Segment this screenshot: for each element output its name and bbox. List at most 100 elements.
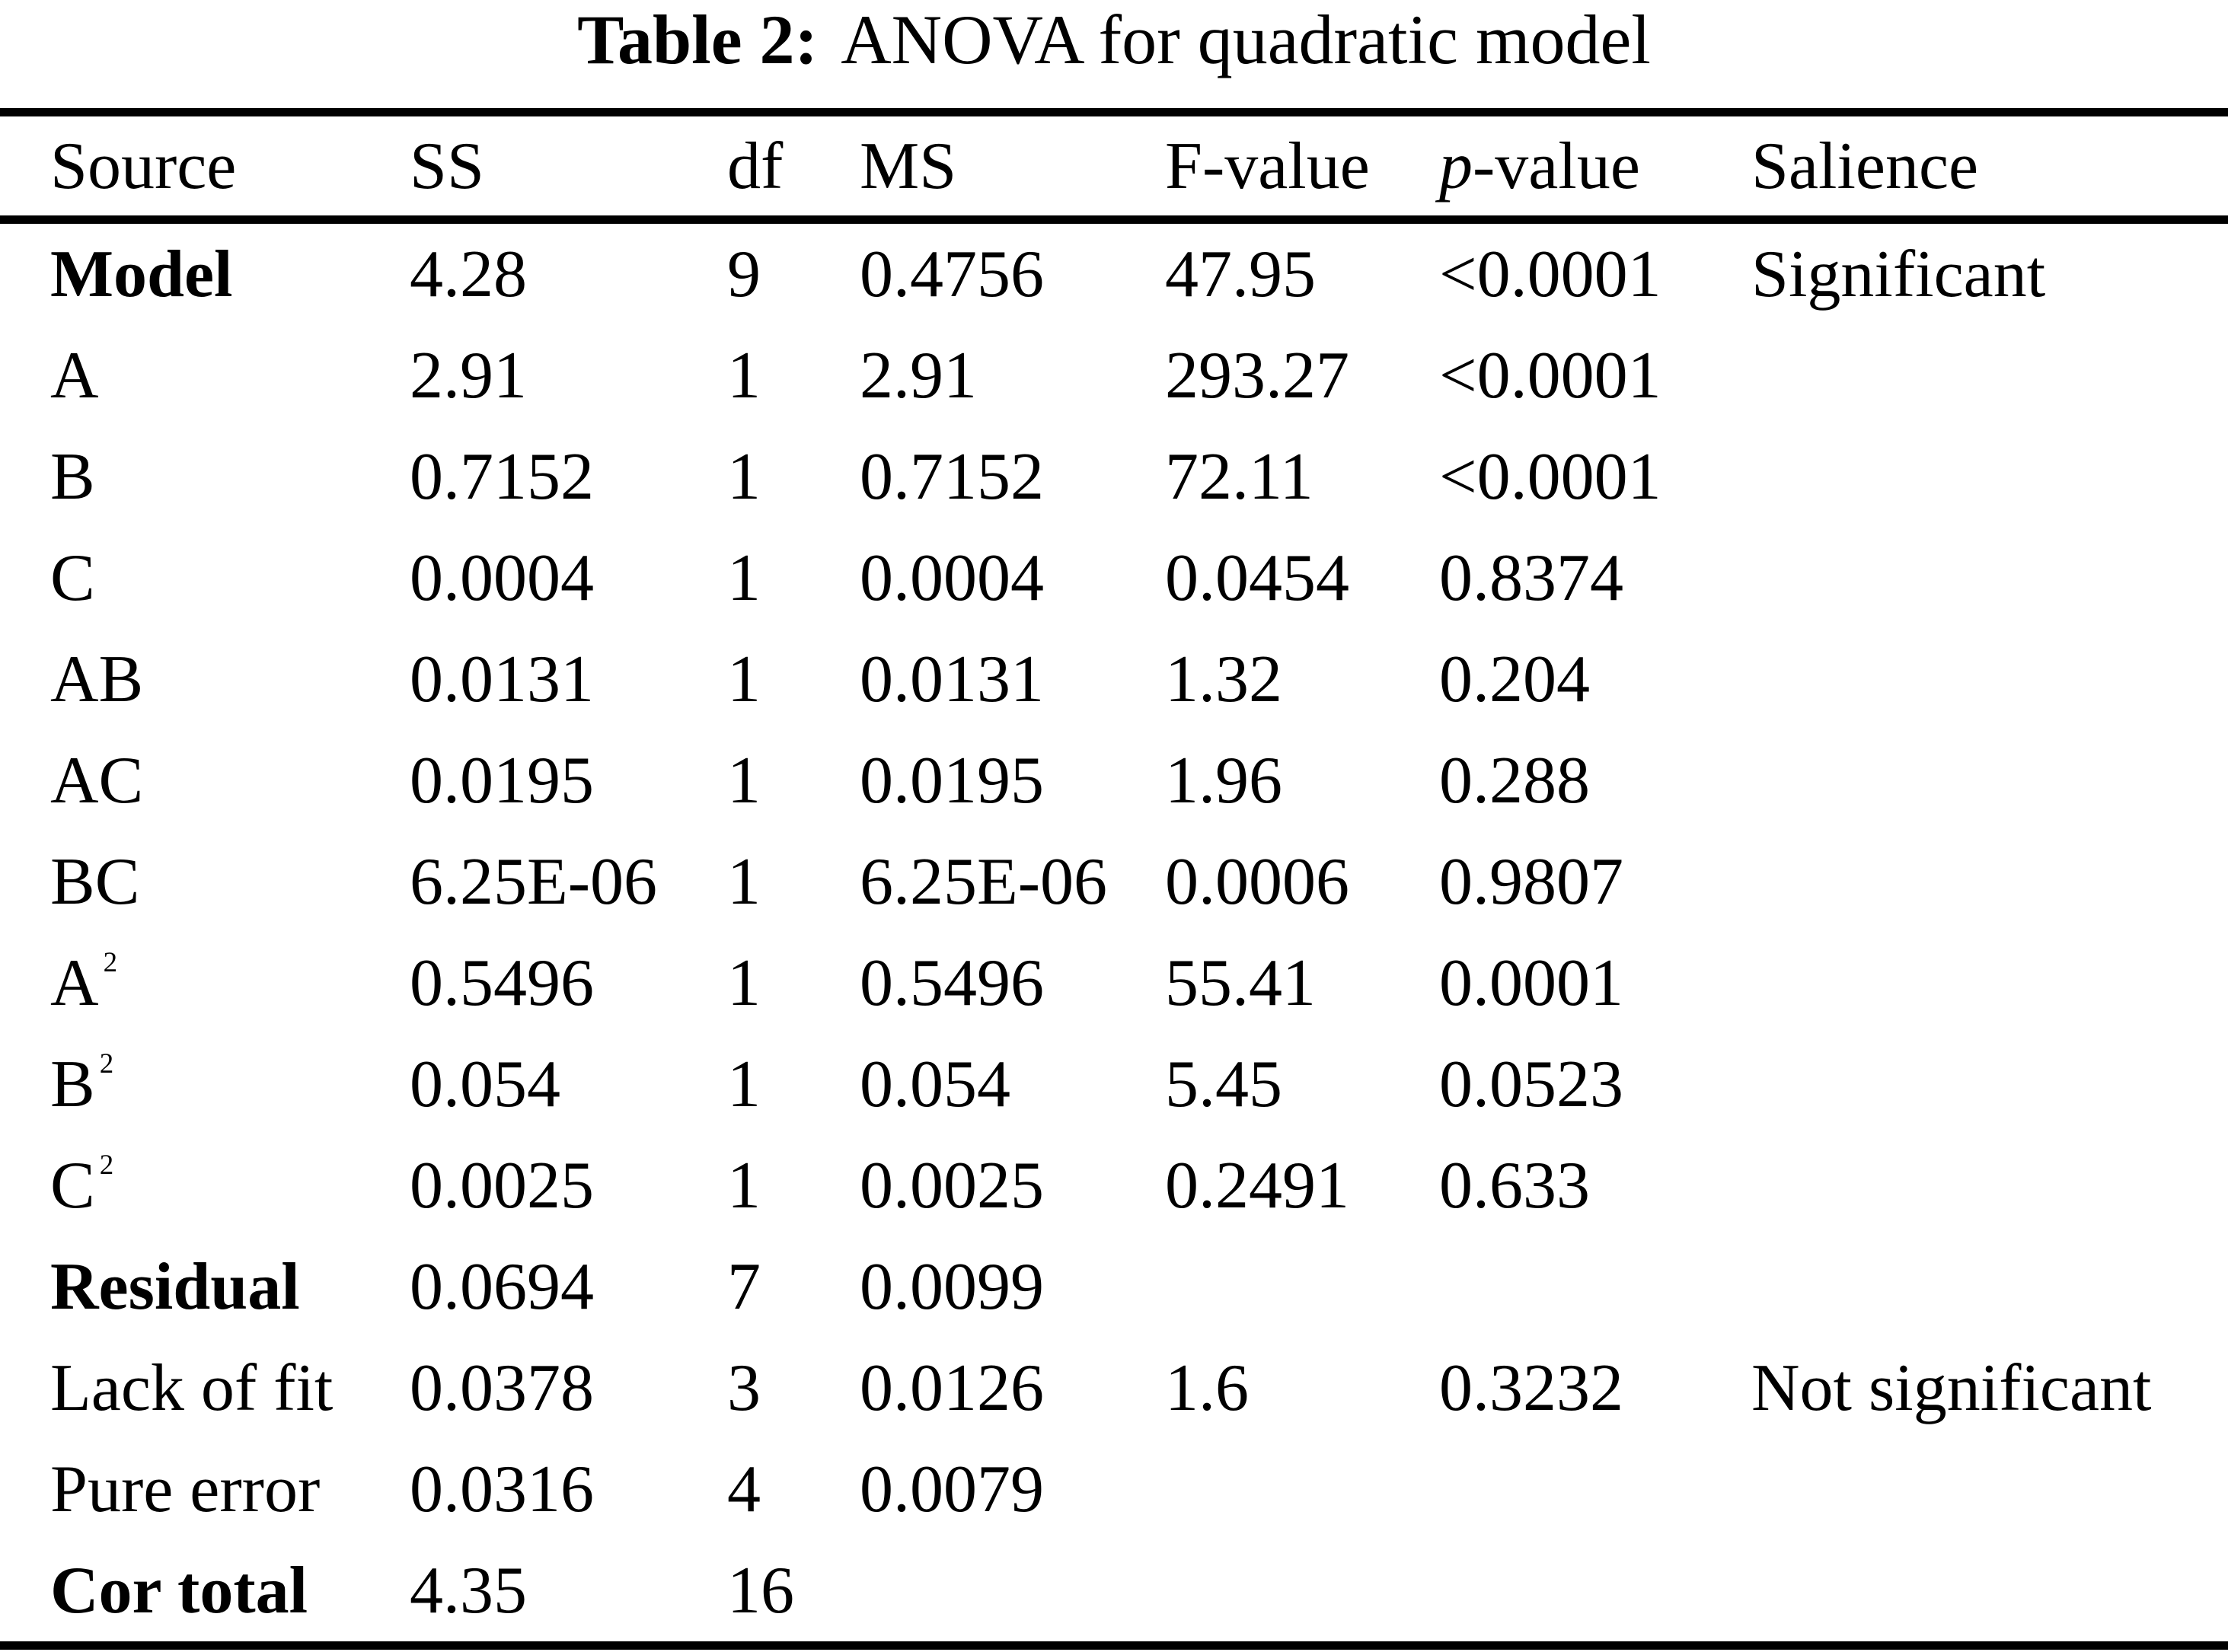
cell-source: Model: [50, 238, 233, 311]
cell-ms: 0.0004: [860, 541, 1044, 615]
cell-ss: 6.25E-06: [410, 845, 658, 919]
cell-salience: [1751, 426, 2228, 528]
cell-ss: 0.0131: [410, 643, 594, 716]
cell-p: 0.9807: [1439, 845, 1623, 919]
cell-p: 0.3232: [1439, 1351, 1623, 1425]
header-ms: MS: [860, 112, 1165, 224]
cell-salience: Not significant: [1751, 1351, 2152, 1425]
table-row: Residual 0.0694 7 0.0099: [0, 1236, 2228, 1338]
cell-df: 7: [727, 1250, 761, 1324]
header-source: Source: [0, 112, 410, 224]
cell-ss: 0.7152: [410, 440, 594, 514]
cell-source: BC: [50, 845, 140, 919]
header-f-value: F-value: [1165, 112, 1439, 224]
cell-f: 0.0006: [1165, 845, 1349, 919]
cell-source: Pure error: [50, 1453, 321, 1526]
cell-source: B: [50, 440, 95, 514]
cell-ss: 2.91: [410, 339, 527, 413]
header-row: Source SS df MS F-value p-value Salience: [0, 112, 2228, 224]
cell-ms: 0.0025: [860, 1149, 1044, 1223]
cell-source: Residual: [50, 1250, 300, 1324]
anova-table: Source SS df MS F-value p-value Salience…: [0, 108, 2228, 1650]
p-letter: p: [1439, 129, 1473, 203]
cell-ss: 0.0694: [410, 1250, 594, 1324]
cell-ss: 4.28: [410, 238, 527, 311]
cell-f: 1.6: [1165, 1351, 1249, 1425]
cell-p: <0.0001: [1439, 339, 1661, 413]
cell-ms: 2.91: [860, 339, 977, 413]
cell-salience: [1751, 325, 2228, 426]
cell-df: 1: [727, 440, 761, 514]
header-p-value: p-value: [1439, 112, 1751, 224]
table-row: C 0.0004 1 0.0004 0.0454 0.8374: [0, 528, 2228, 629]
cell-source: C: [50, 541, 95, 615]
header-salience: Salience: [1751, 112, 2228, 224]
cell-f: 0.2491: [1165, 1149, 1349, 1223]
table-row: Cor total 4.35 16: [0, 1540, 2228, 1646]
table-row: Model 4.28 9 0.4756 47.95 <0.0001 Significant: [0, 220, 2228, 326]
cell-df: 1: [727, 339, 761, 413]
cell-f: [1165, 1540, 1439, 1646]
cell-f: 293.27: [1165, 339, 1349, 413]
superscript: 2: [103, 946, 118, 977]
cell-p: 0.633: [1439, 1149, 1590, 1223]
cell-df: 1: [727, 946, 761, 1020]
cell-p: <0.0001: [1439, 440, 1661, 514]
cell-ms: 0.7152: [860, 440, 1044, 514]
cell-f: [1165, 1439, 1439, 1540]
cell-f: 47.95: [1165, 238, 1316, 311]
cell-df: 1: [727, 643, 761, 716]
cell-ss: 0.0378: [410, 1351, 594, 1425]
cell-salience: [1751, 528, 2228, 629]
cell-ss: 0.0004: [410, 541, 594, 615]
table-row: B 0.7152 1 0.7152 72.11 <0.0001: [0, 426, 2228, 528]
table-row: AC 0.0195 1 0.0195 1.96 0.288: [0, 730, 2228, 831]
table-body: Model 4.28 9 0.4756 47.95 <0.0001 Significant A…: [0, 220, 2228, 1646]
table-row: A 2.91 1 2.91 293.27 <0.0001: [0, 325, 2228, 426]
cell-f: [1165, 1236, 1439, 1338]
cell-salience: [1751, 629, 2228, 730]
cell-df: 4: [727, 1453, 761, 1526]
table-row: Lack of fit 0.0378 3 0.0126 1.6 0.3232 Not sig…: [0, 1338, 2228, 1439]
p-rest: -value: [1473, 129, 1640, 203]
cell-salience: Significant: [1751, 238, 2046, 311]
cell-df: 16: [727, 1554, 794, 1628]
cell-ms: 0.0126: [860, 1351, 1044, 1425]
cell-source: Lack of fit: [50, 1351, 334, 1425]
cell-salience: [1751, 933, 2228, 1034]
cell-ms: 0.0131: [860, 643, 1044, 716]
cell-ss: 0.0316: [410, 1453, 594, 1526]
cell-p: 0.0001: [1439, 946, 1623, 1020]
table-caption: Table 2: ANOVA for quadratic model: [0, 0, 2228, 108]
cell-salience: [1751, 1135, 2228, 1236]
table-caption-text: ANOVA for quadratic model: [841, 1, 1651, 78]
cell-df: 1: [727, 1149, 761, 1223]
cell-ss: 0.5496: [410, 946, 594, 1020]
cell-ms: [860, 1540, 1165, 1646]
cell-ms: 0.0099: [860, 1250, 1044, 1324]
cell-df: 1: [727, 845, 761, 919]
cell-ms: 0.5496: [860, 946, 1044, 1020]
table-caption-label: Table 2:: [577, 1, 819, 78]
cell-source: AB: [50, 643, 144, 716]
table-row: B 2 0.054 1 0.054 5.45 0.0523: [0, 1034, 2228, 1135]
header-ss: SS: [410, 112, 727, 224]
cell-p: 0.8374: [1439, 541, 1623, 615]
cell-ms: 6.25E-06: [860, 845, 1108, 919]
cell-ss: 4.35: [410, 1554, 527, 1628]
cell-ms: 0.054: [860, 1048, 1010, 1121]
table-row: Pure error 0.0316 4 0.0079: [0, 1439, 2228, 1540]
cell-p: [1439, 1540, 1751, 1646]
cell-p: 0.204: [1439, 643, 1590, 716]
cell-df: 9: [727, 238, 761, 311]
cell-p: 0.0523: [1439, 1048, 1623, 1121]
cell-salience: [1751, 1439, 2228, 1540]
cell-ss: 0.0195: [410, 744, 594, 818]
cell-source: A: [50, 339, 99, 413]
table-row: AB 0.0131 1 0.0131 1.32 0.204: [0, 629, 2228, 730]
table-row: A 2 0.5496 1 0.5496 55.41 0.0001: [0, 933, 2228, 1034]
table-row: C 2 0.0025 1 0.0025 0.2491 0.633: [0, 1135, 2228, 1236]
